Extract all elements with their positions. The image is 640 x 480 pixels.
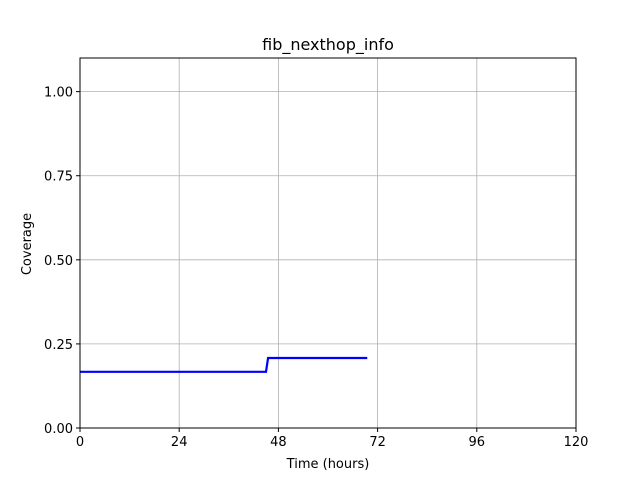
x-tick-label: 96	[469, 435, 486, 450]
series-layer	[80, 356, 368, 373]
chart-title: fib_nexthop_info	[262, 35, 394, 55]
y-tick-label: 0.75	[44, 170, 73, 185]
x-tick-label: 24	[171, 435, 188, 450]
y-axis-label: Coverage	[20, 213, 35, 275]
x-tick-label: 72	[369, 435, 386, 450]
series-line-0	[80, 356, 368, 373]
y-axis-ticks: 0.00 0.25 0.50 0.75 1.00	[44, 86, 80, 437]
x-tick-label: 0	[76, 435, 84, 450]
x-axis-label: Time (hours)	[286, 457, 370, 472]
y-tick-label: 0.00	[44, 422, 73, 437]
x-tick-label: 120	[564, 435, 589, 450]
x-axis-ticks: 0 24 48 72 96 120	[76, 428, 589, 450]
y-tick-label: 0.50	[44, 254, 73, 269]
x-tick-label: 48	[270, 435, 287, 450]
plot-frame	[79, 57, 577, 429]
y-tick-label: 0.25	[44, 338, 73, 353]
y-tick-label: 1.00	[44, 86, 73, 101]
